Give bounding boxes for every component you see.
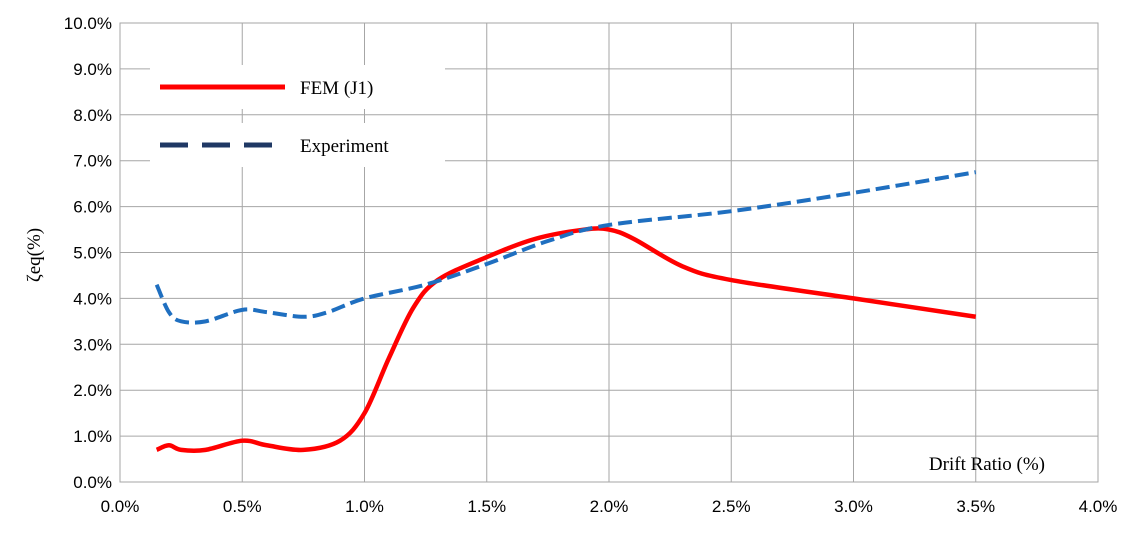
y-tick-label: 5.0% — [73, 244, 112, 263]
x-axis-label: Drift Ratio (%) — [929, 454, 1045, 475]
legend-bg — [150, 123, 445, 167]
plot-frame — [119, 22, 1099, 483]
y-axis-label: ζeq(%) — [24, 228, 45, 282]
y-tick-label: 8.0% — [73, 106, 112, 125]
x-tick-label: 2.0% — [590, 497, 629, 516]
y-tick-label: 9.0% — [73, 60, 112, 79]
y-tick-label: 10.0% — [64, 14, 112, 33]
x-tick-label: 2.5% — [712, 497, 751, 516]
x-tick-label: 0.5% — [223, 497, 262, 516]
x-tick-label: 1.0% — [345, 497, 384, 516]
x-tick-label: 3.5% — [956, 497, 995, 516]
data-line — [155, 226, 977, 453]
data-line — [154, 170, 977, 325]
y-tick-label: 6.0% — [73, 198, 112, 217]
y-tick-label: 1.0% — [73, 427, 112, 446]
y-tick-label: 2.0% — [73, 381, 112, 400]
legend-label: FEM (J1) — [300, 78, 373, 99]
legend-label: Experiment — [300, 136, 389, 157]
x-tick-label: 0.0% — [101, 497, 140, 516]
x-tick-label: 3.0% — [834, 497, 873, 516]
y-tick-label: 0.0% — [73, 473, 112, 492]
y-tick-label: 4.0% — [73, 289, 112, 308]
x-tick-label: 1.5% — [467, 497, 506, 516]
y-tick-label: 3.0% — [73, 335, 112, 354]
x-tick-label: 4.0% — [1079, 497, 1118, 516]
y-tick-label: 7.0% — [73, 152, 112, 171]
